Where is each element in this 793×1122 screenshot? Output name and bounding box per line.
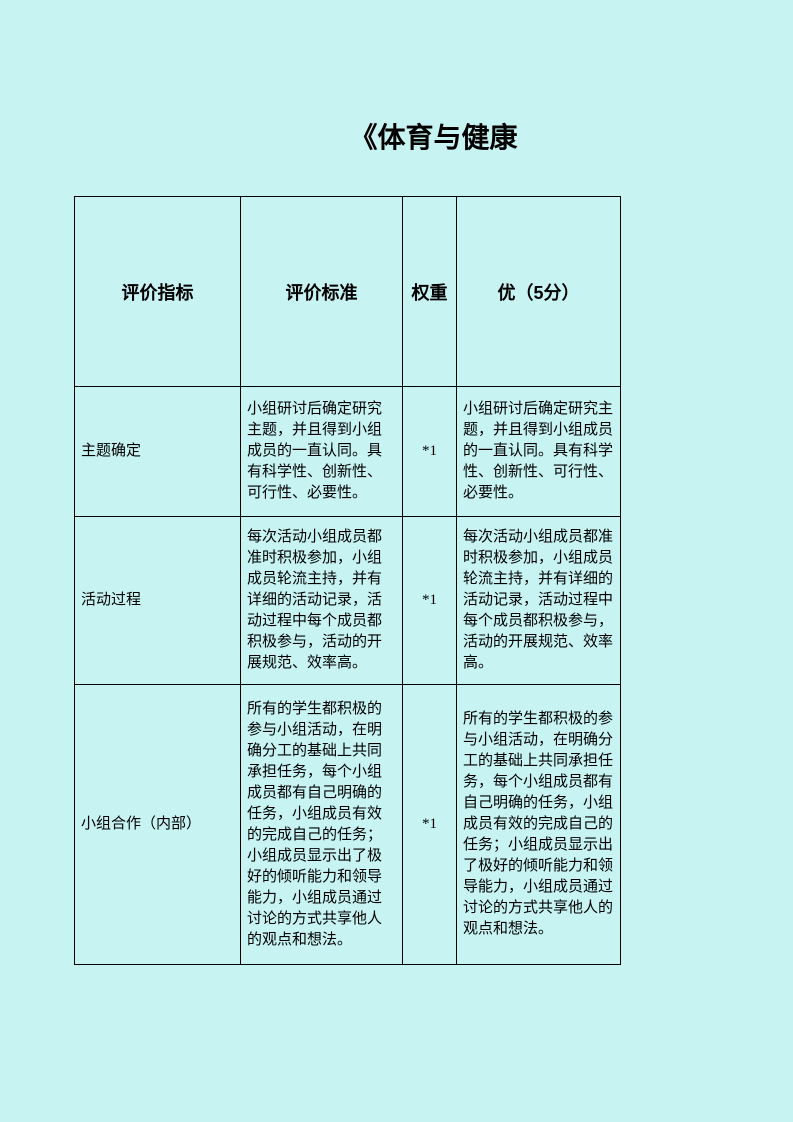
table-header-row: 评价指标 评价标准 权重 优（5分） — [75, 197, 621, 387]
header-indicator: 评价指标 — [75, 197, 241, 387]
cell-standard: 小组研讨后确定研究主题，并且得到小组成员的一直认同。具有科学性、创新性、可行性、… — [241, 387, 403, 517]
header-weight: 权重 — [403, 197, 457, 387]
table-row: 小组合作（内部） 所有的学生都积极的参与小组活动，在明确分工的基础上共同承担任务… — [75, 685, 621, 965]
page-container: 《体育与健康 评价指标 评价标准 权重 优（5分） 主题确定 小组研讨后确定研究… — [74, 96, 793, 965]
cell-indicator: 小组合作（内部） — [75, 685, 241, 965]
cell-weight: *1 — [403, 685, 457, 965]
cell-standard: 每次活动小组成员都准时积极参加，小组成员轮流主持，并有详细的活动记录，活动过程中… — [241, 517, 403, 685]
header-excellent: 优（5分） — [457, 197, 621, 387]
cell-excellent: 所有的学生都积极的参与小组活动，在明确分工的基础上共同承担任务，每个小组成员都有… — [457, 685, 621, 965]
title-area: 《体育与健康 — [74, 96, 793, 196]
cell-indicator: 主题确定 — [75, 387, 241, 517]
cell-excellent: 每次活动小组成员都准时积极参加，小组成员轮流主持，并有详细的活动记录，活动过程中… — [457, 517, 621, 685]
evaluation-table: 评价指标 评价标准 权重 优（5分） 主题确定 小组研讨后确定研究主题，并且得到… — [74, 196, 621, 965]
cell-weight: *1 — [403, 517, 457, 685]
cell-standard: 所有的学生都积极的参与小组活动，在明确分工的基础上共同承担任务，每个小组成员都有… — [241, 685, 403, 965]
cell-excellent: 小组研讨后确定研究主题，并且得到小组成员的一直认同。具有科学性、创新性、可行性、… — [457, 387, 621, 517]
table-row: 主题确定 小组研讨后确定研究主题，并且得到小组成员的一直认同。具有科学性、创新性… — [75, 387, 621, 517]
cell-weight: *1 — [403, 387, 457, 517]
page-title: 《体育与健康 — [349, 122, 517, 153]
header-standard: 评价标准 — [241, 197, 403, 387]
table-row: 活动过程 每次活动小组成员都准时积极参加，小组成员轮流主持，并有详细的活动记录，… — [75, 517, 621, 685]
cell-indicator: 活动过程 — [75, 517, 241, 685]
